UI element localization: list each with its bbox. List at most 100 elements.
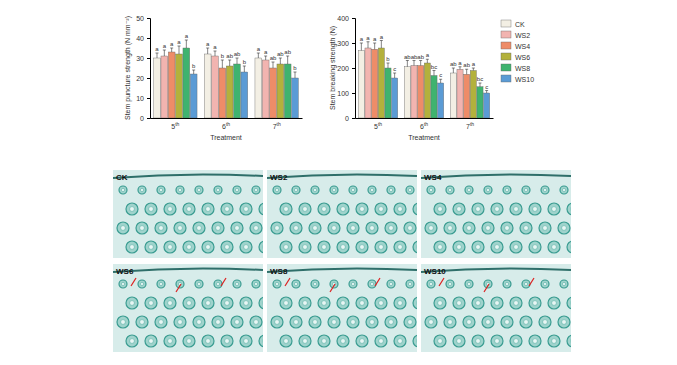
vascular-core (149, 245, 154, 250)
vascular-core (284, 207, 289, 212)
bar (190, 74, 197, 118)
panel-label: CK (116, 173, 128, 182)
vascular-bundle (385, 222, 397, 234)
vascular-core (130, 339, 135, 344)
bar (418, 66, 424, 119)
vascular-core (263, 339, 264, 344)
error-bar (295, 72, 296, 78)
vascular-bundle (126, 241, 138, 253)
vascular-core (552, 207, 557, 212)
vascular-bundle (501, 316, 513, 328)
vascular-core (571, 339, 572, 344)
legend-item: WS2 (501, 31, 530, 39)
y-tick-label: 30 (136, 55, 144, 62)
vascular-core (408, 188, 411, 191)
vascular-core (244, 245, 249, 250)
error-cap (380, 40, 383, 41)
vascular-bundle (453, 297, 465, 309)
chart: 010203040505th6th7thTreatmentStem punctu… (124, 15, 303, 141)
vascular-core (495, 207, 500, 212)
error-bar (374, 43, 375, 49)
vascular-bundle (290, 316, 302, 328)
vascular-bundle (567, 297, 571, 309)
significance-letter: bc (477, 76, 483, 82)
vascular-core (351, 320, 356, 325)
vascular-bundle (193, 222, 205, 234)
letters: aababaabaaababaaabbcbcccc (360, 34, 488, 90)
arrow (439, 278, 444, 286)
letters: aaaaaaababaababaababbbb (155, 33, 297, 71)
vascular-bundle (202, 297, 214, 309)
vascular-bundle (541, 186, 549, 194)
error-cap (286, 56, 289, 57)
vascular-bundle (176, 186, 184, 194)
x-axis-line (356, 118, 494, 119)
vascular-bundle (356, 241, 368, 253)
vascular-core (140, 320, 145, 325)
significance-letter: ab (226, 53, 233, 59)
significance-letter: ab (450, 61, 457, 67)
vascular-bundle (299, 335, 311, 347)
vascular-core (514, 339, 519, 344)
vascular-core (457, 245, 462, 250)
vascular-bundle (221, 203, 233, 215)
error-bar (381, 41, 382, 49)
error-cap (406, 60, 409, 61)
arrow (176, 284, 181, 292)
vascular-core (495, 339, 500, 344)
error-bar (368, 42, 369, 48)
y-tick-label: 40 (136, 35, 144, 42)
error-bar (287, 56, 288, 64)
significance-letter: b (243, 59, 247, 65)
vascular-core (168, 245, 173, 250)
vascular-bundle (330, 186, 338, 194)
vascular-bundle (375, 297, 387, 309)
error-cap (170, 48, 173, 49)
vascular-core (448, 188, 451, 191)
vascular-core (332, 226, 337, 231)
vascular-core (467, 226, 472, 231)
vascular-bundle (558, 316, 570, 328)
vascular-bundle (347, 316, 359, 328)
vascular-core (486, 226, 491, 231)
micrograph: WS10 (421, 264, 579, 352)
series (378, 41, 476, 119)
vascular-core (178, 226, 183, 231)
vascular-core (379, 301, 384, 306)
vascular-bundle (349, 186, 357, 194)
vascular-core (254, 282, 257, 285)
legend-label: WS2 (515, 32, 530, 39)
vascular-core (505, 282, 508, 285)
vascular-core (360, 245, 365, 250)
vascular-core (159, 282, 162, 285)
vascular-core (168, 207, 173, 212)
error-cap (386, 63, 389, 64)
vascular-bundle (453, 335, 465, 347)
vascular-bundle (183, 203, 195, 215)
series (154, 48, 262, 118)
legend-label: WS4 (515, 43, 530, 50)
vascular-bundle (280, 297, 292, 309)
vascular-bundle (273, 280, 281, 288)
vascular-bundle (240, 335, 252, 347)
vascular-bundle (195, 280, 203, 288)
vascular-core (313, 282, 316, 285)
vascular-bundle (259, 335, 263, 347)
vascular-bundle (183, 241, 195, 253)
vascular-bundle (366, 316, 378, 328)
vascular-core (206, 207, 211, 212)
series (190, 66, 298, 118)
vascular-bundle (472, 241, 484, 253)
significance-letter: a (380, 34, 384, 40)
vascular-core (121, 188, 124, 191)
vascular-bundle (444, 222, 456, 234)
vascular-core (341, 245, 346, 250)
x-tick: 7th (273, 118, 281, 130)
vascular-bundle (214, 186, 222, 194)
vascular-core (284, 245, 289, 250)
vascular-core (225, 207, 230, 212)
error-bar (387, 63, 388, 68)
y-tick-label: 0 (345, 115, 349, 122)
vascular-core (206, 301, 211, 306)
vascular-bundle (520, 222, 532, 234)
